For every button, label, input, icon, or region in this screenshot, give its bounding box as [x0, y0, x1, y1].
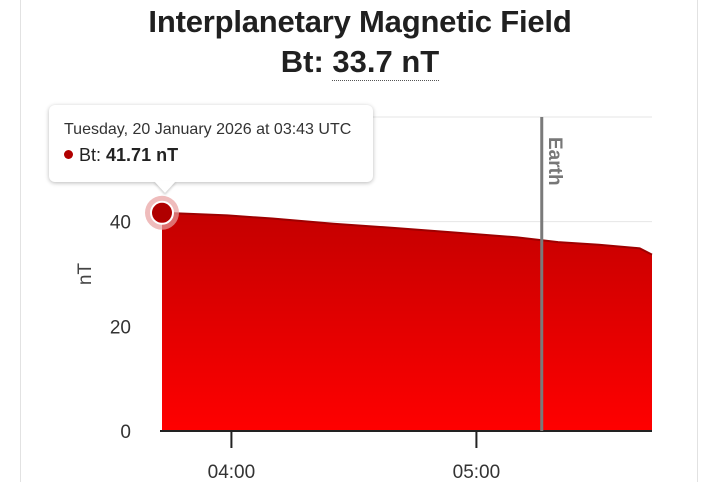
tooltip-arrow [154, 181, 176, 193]
y-tick-label: 0 [120, 422, 131, 443]
series-line-bt [161, 211, 653, 256]
subtitle-value: 33.7 nT [332, 44, 440, 81]
tooltip: Tuesday, 20 January 2026 at 03:43 UTC Bt… [49, 105, 373, 182]
y-tick-label: 40 [110, 213, 131, 234]
tooltip-date: Tuesday, 20 January 2026 at 03:43 UTC [64, 121, 352, 138]
tooltip-value: 41.71 nT [106, 145, 179, 165]
chart-frame [20, 0, 698, 482]
y-tick-label: 20 [110, 317, 131, 338]
tooltip-series-label: Bt: [79, 145, 102, 165]
chart-subtitle: Bt: 33.7 nT [0, 44, 720, 81]
y-axis-label: nT [75, 263, 96, 286]
earth-plot-line-label: Earth [544, 137, 565, 186]
x-tick-label: 04:00 [208, 462, 256, 482]
series-area-bt[interactable] [162, 212, 652, 431]
chart-title: Interplanetary Magnetic Field [148, 4, 572, 39]
tooltip-row: Bt: 41.71 nT [64, 145, 373, 166]
tooltip-series-dot [64, 150, 73, 159]
subtitle-label: Bt: [280, 44, 324, 79]
hover-point[interactable] [150, 200, 174, 225]
x-tick-label: 05:00 [453, 462, 501, 482]
